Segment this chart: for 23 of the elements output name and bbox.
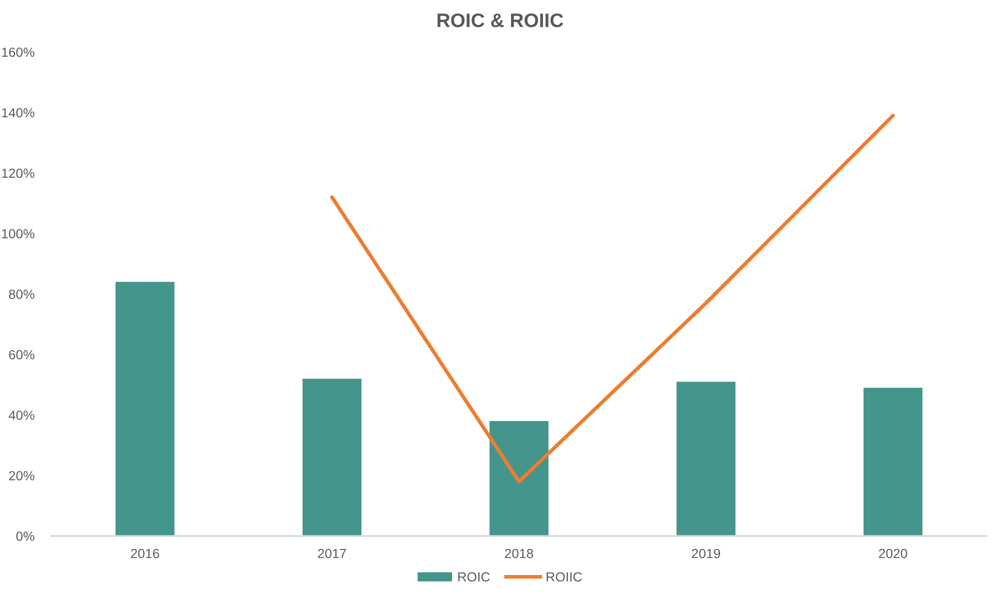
legend-label: ROIC bbox=[458, 572, 490, 582]
x-tick-label: 2016 bbox=[130, 548, 160, 558]
bar bbox=[676, 382, 736, 536]
y-tick-label: 0% bbox=[16, 532, 34, 541]
x-tick-label: 2018 bbox=[504, 548, 534, 558]
y-tick-label: 40% bbox=[8, 410, 34, 420]
y-tick-label: 140% bbox=[2, 108, 34, 118]
y-tick-label: 20% bbox=[9, 471, 34, 480]
bar bbox=[116, 282, 174, 536]
x-tick-label: 2020 bbox=[878, 548, 908, 558]
bar bbox=[302, 378, 362, 536]
bar bbox=[864, 388, 922, 536]
line-series bbox=[330, 114, 895, 484]
y-tick-label: 100% bbox=[2, 229, 34, 238]
chart-title: ROIC & ROIIC bbox=[438, 13, 564, 28]
y-tick-label: 60% bbox=[9, 350, 34, 360]
legend-label: ROIIC bbox=[546, 572, 582, 582]
x-tick-label: 2019 bbox=[692, 548, 720, 558]
y-tick-label: 80% bbox=[9, 290, 34, 299]
x-tick-label: 2017 bbox=[318, 548, 346, 558]
y-tick-label: 120% bbox=[2, 168, 34, 178]
bar bbox=[490, 421, 548, 536]
y-tick-label: 160% bbox=[2, 48, 34, 57]
